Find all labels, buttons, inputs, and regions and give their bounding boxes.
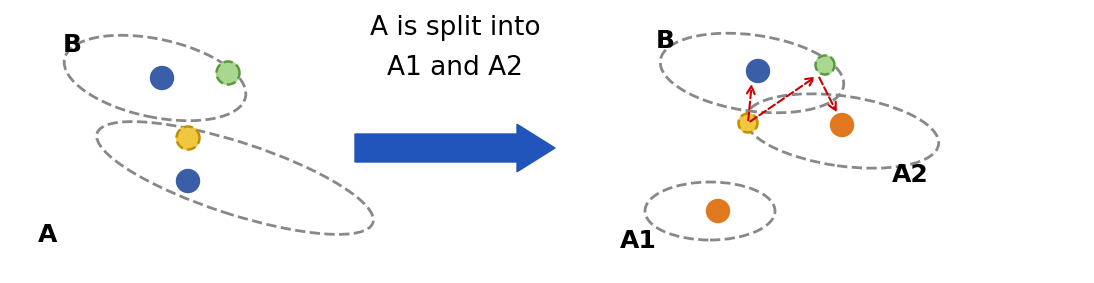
Text: A1: A1	[619, 229, 656, 253]
Circle shape	[746, 59, 769, 83]
Text: A is split into: A is split into	[370, 15, 540, 41]
Text: B: B	[62, 33, 81, 57]
Circle shape	[176, 170, 199, 192]
Circle shape	[738, 113, 757, 132]
Text: B: B	[655, 29, 675, 53]
Text: A1 and A2: A1 and A2	[387, 55, 523, 81]
Text: A: A	[38, 223, 58, 247]
Circle shape	[707, 200, 730, 222]
Circle shape	[176, 127, 199, 149]
FancyArrow shape	[354, 124, 555, 172]
Circle shape	[217, 61, 240, 85]
Circle shape	[815, 55, 835, 74]
Circle shape	[830, 113, 853, 136]
Circle shape	[151, 67, 174, 89]
Text: A2: A2	[892, 163, 929, 187]
